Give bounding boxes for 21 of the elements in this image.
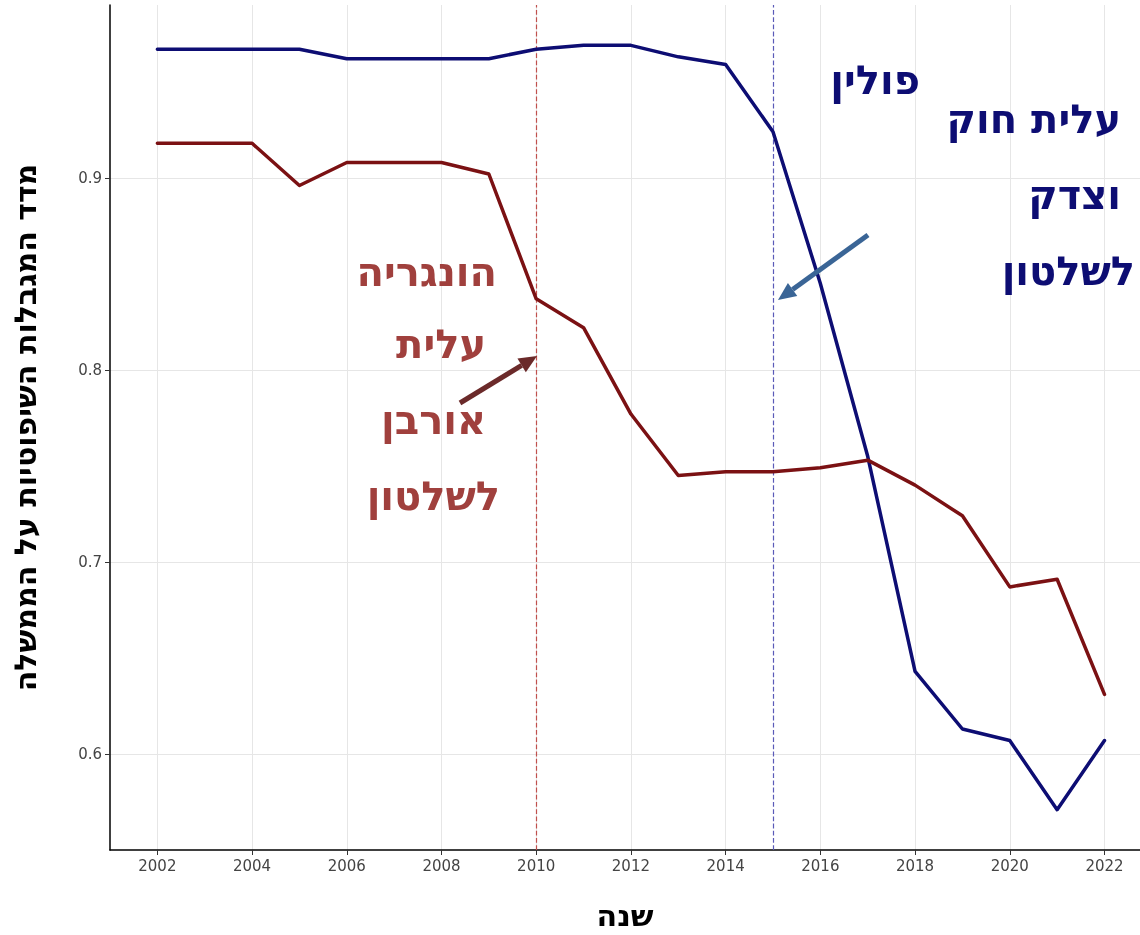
x-tick-label: 2008 xyxy=(422,856,461,875)
x-tick-label: 2018 xyxy=(895,856,935,875)
x-tick-label: 2020 xyxy=(990,856,1029,875)
x-tick-label: 2002 xyxy=(138,856,177,875)
x-tick-label: 2004 xyxy=(232,856,272,875)
x-tick-label: 2016 xyxy=(801,856,840,875)
y-tick-label: 0.9 xyxy=(78,168,102,187)
series-label: הונגריה xyxy=(356,249,497,295)
x-tick-label: 2012 xyxy=(611,856,651,875)
x-tick-label: 2010 xyxy=(517,856,556,875)
series-label: פולין xyxy=(830,57,920,104)
x-axis-title: שנה xyxy=(596,897,654,933)
x-tick-label: 2006 xyxy=(327,856,366,875)
y-tick-label: 0.6 xyxy=(78,744,102,763)
annotation: עלית חוק וצדק לשלטון xyxy=(946,96,1135,295)
x-tick-label: 2022 xyxy=(1085,856,1124,875)
x-tick-label: 2014 xyxy=(706,856,745,875)
y-axis-title: מדד המגבלות השיפוטיות על הממשלה xyxy=(7,163,43,692)
annotation: עלית אורבן לשלטון xyxy=(366,321,500,520)
y-tick-label: 0.7 xyxy=(78,552,102,571)
y-tick-label: 0.8 xyxy=(78,360,102,379)
